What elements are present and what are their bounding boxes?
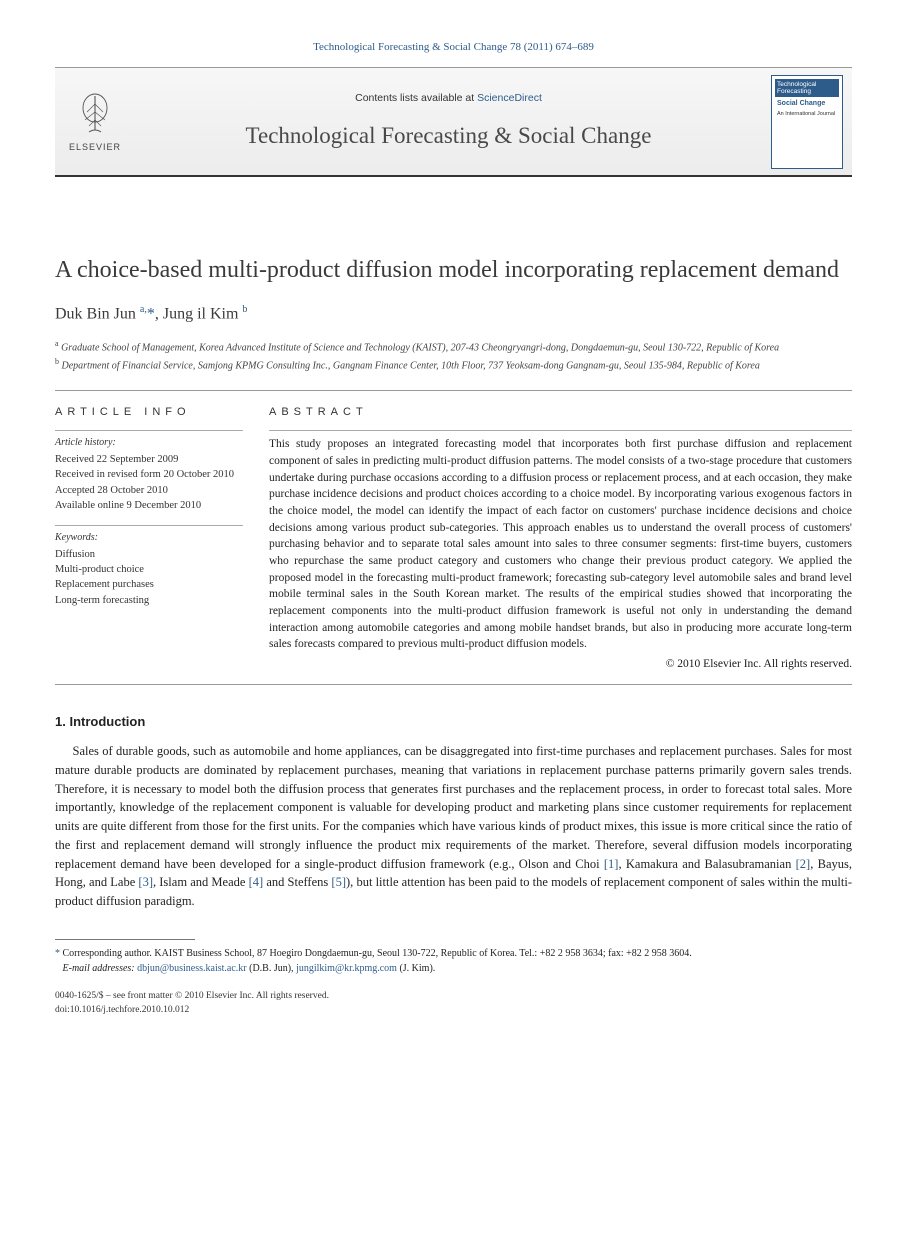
citation-link[interactable]: [4] [249,875,264,889]
doi-line: doi:10.1016/j.techfore.2010.10.012 [55,1004,852,1018]
affiliation-b: b Department of Financial Service, Samjo… [55,356,852,374]
citation-link[interactable]: [2] [796,857,811,871]
footnote-star-icon: * [55,948,60,959]
affiliation-a: a Graduate School of Management, Korea A… [55,338,852,356]
rule-below-abstract [55,684,852,685]
history-item: Accepted 28 October 2010 [55,483,243,498]
publisher-label: ELSEVIER [69,141,121,154]
abstract-heading: ABSTRACT [269,405,852,420]
keyword-item: Diffusion [55,547,243,562]
paper-title: A choice-based multi-product diffusion m… [55,255,852,285]
affiliation-b-text: Department of Financial Service, Samjong… [62,360,760,371]
bottom-meta: 0040-1625/$ – see front matter © 2010 El… [55,990,852,1018]
info-rule-1 [55,430,243,431]
history-item: Available online 9 December 2010 [55,498,243,513]
article-info-heading: ARTICLE INFO [55,405,243,420]
cover-sub: An International Journal [775,111,839,119]
article-info-column: ARTICLE INFO Article history: Received 2… [55,399,243,672]
history-list: Received 22 September 2009Received in re… [55,452,243,513]
cover-line2: Social Change [775,97,839,111]
contents-prefix: Contents lists available at [355,92,477,104]
title-block: A choice-based multi-product diffusion m… [55,255,852,373]
issn-line: 0040-1625/$ – see front matter © 2010 El… [55,990,852,1004]
abstract-text: This study proposes an integrated foreca… [269,436,852,653]
corr-text: Corresponding author. KAIST Business Sch… [63,948,692,959]
info-abstract-row: ARTICLE INFO Article history: Received 2… [55,399,852,672]
contents-available-line: Contents lists available at ScienceDirec… [355,91,542,106]
affiliation-a-text: Graduate School of Management, Korea Adv… [61,342,779,353]
journal-cover-icon: Technological Forecasting Social Change … [771,75,843,169]
journal-name: Technological Forecasting & Social Chang… [246,120,652,152]
publisher-logo-block: ELSEVIER [55,68,135,175]
keyword-item: Replacement purchases [55,577,243,592]
elsevier-tree-icon [71,90,119,138]
email-who-1: (D.B. Jun), [249,963,293,974]
keywords-list: DiffusionMulti-product choiceReplacement… [55,547,243,608]
history-item: Received 22 September 2009 [55,452,243,467]
section-1-heading: 1. Introduction [55,713,852,731]
email-label: E-mail addresses: [63,963,135,974]
masthead: ELSEVIER Contents lists available at Sci… [55,67,852,177]
affiliations: a Graduate School of Management, Korea A… [55,338,852,374]
abstract-copyright: © 2010 Elsevier Inc. All rights reserved… [269,656,852,672]
cover-line1: Technological Forecasting [775,79,839,97]
masthead-center: Contents lists available at ScienceDirec… [135,68,762,175]
email-link-1[interactable]: dbjun@business.kaist.ac.kr [137,963,246,974]
history-label: Article history: [55,436,243,450]
keywords-label: Keywords: [55,531,243,545]
citation-line: Technological Forecasting & Social Chang… [55,40,852,55]
footnote-rule [55,939,195,940]
intro-paragraph: Sales of durable goods, such as automobi… [55,742,852,911]
citation-link[interactable]: [3] [138,875,153,889]
sciencedirect-link[interactable]: ScienceDirect [477,92,542,104]
authors-line: Duk Bin Jun a,*, Jung il Kim b [55,303,852,326]
page-container: Technological Forecasting & Social Chang… [0,0,907,1047]
citation-link[interactable]: [5] [331,875,346,889]
info-rule-2 [55,525,243,526]
citation-link[interactable]: [1] [604,857,619,871]
keyword-item: Long-term forecasting [55,593,243,608]
abstract-rule [269,430,852,431]
email-link-2[interactable]: jungilkim@kr.kpmg.com [296,963,397,974]
history-item: Received in revised form 20 October 2010 [55,467,243,482]
email-who-2: (J. Kim). [399,963,435,974]
corresponding-footnote: * Corresponding author. KAIST Business S… [55,946,852,976]
abstract-column: ABSTRACT This study proposes an integrat… [269,399,852,672]
cover-thumbnail-block: Technological Forecasting Social Change … [762,68,852,175]
keyword-item: Multi-product choice [55,562,243,577]
rule-above-info [55,390,852,391]
